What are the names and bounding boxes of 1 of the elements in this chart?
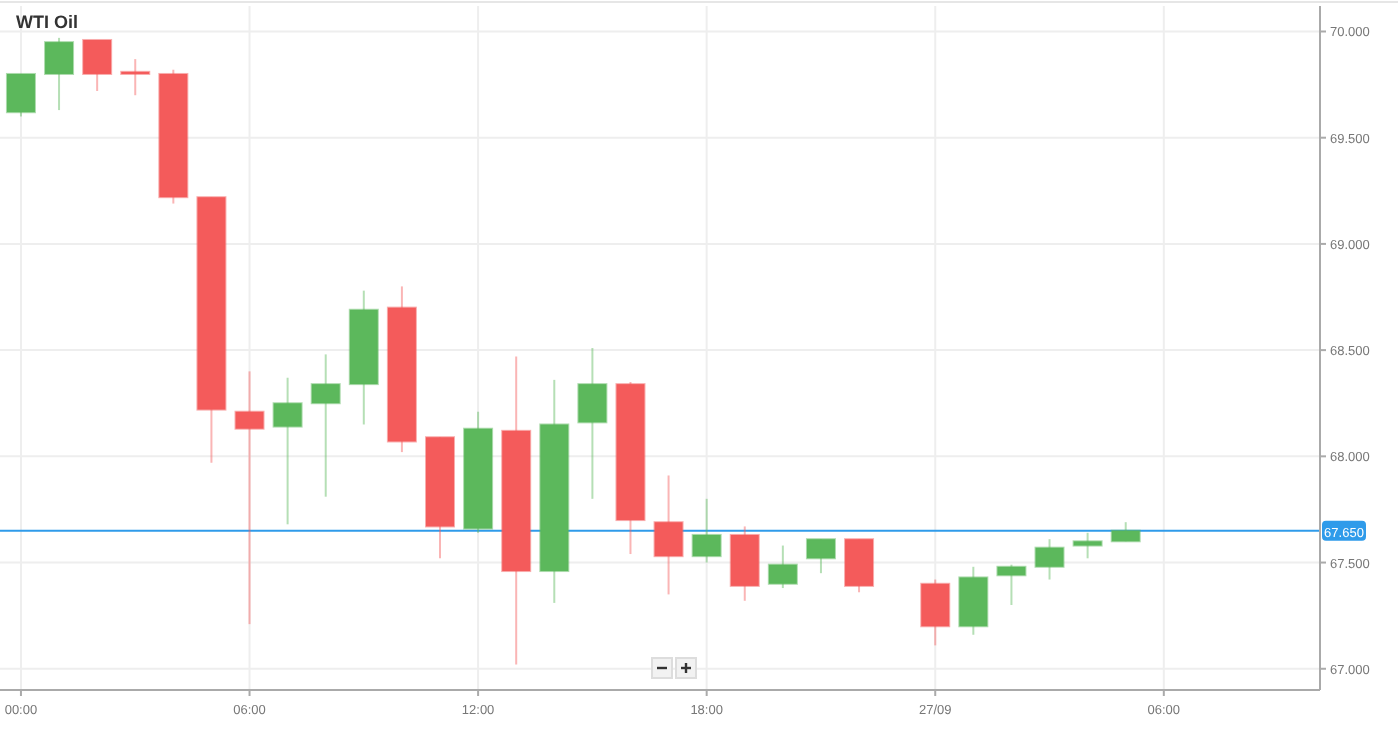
chart-title: WTI Oil xyxy=(16,12,78,32)
